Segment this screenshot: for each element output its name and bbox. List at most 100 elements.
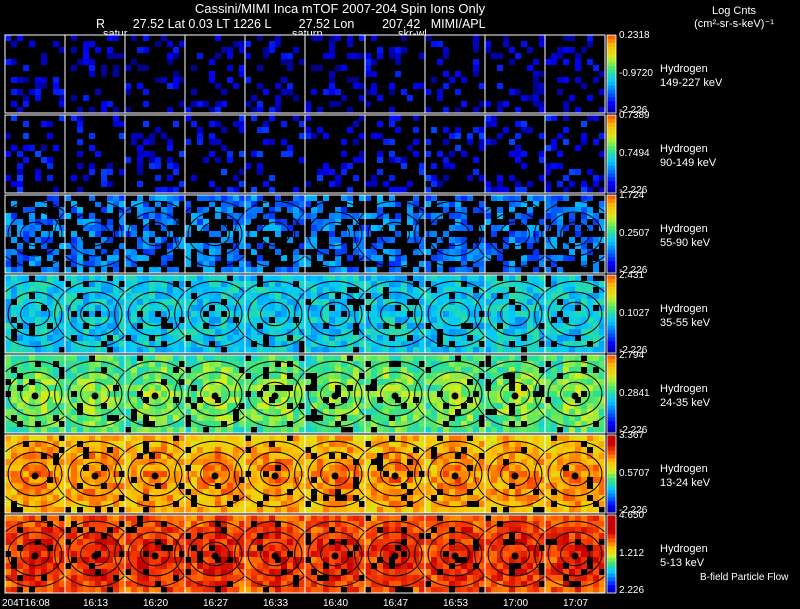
heatmap-cell <box>413 379 419 385</box>
heatmap-cell <box>41 281 47 287</box>
heatmap-cell <box>149 379 155 385</box>
heatmap-cell <box>179 501 185 507</box>
heatmap-cell <box>209 465 215 471</box>
heatmap-cell <box>47 317 53 323</box>
heatmap-cell <box>371 435 377 441</box>
heatmap-cell <box>473 293 479 299</box>
heatmap-cell <box>383 329 389 335</box>
heatmap-cell <box>353 447 359 453</box>
heatmap-cell <box>401 317 407 323</box>
heatmap-cell <box>59 89 65 95</box>
heatmap-cell <box>389 341 395 347</box>
heatmap-cell <box>431 163 437 169</box>
heatmap-cell <box>407 391 413 397</box>
heatmap-cell <box>443 207 449 213</box>
heatmap-cell <box>317 459 323 465</box>
heatmap-cell <box>413 453 419 459</box>
heatmap-cell <box>287 275 293 281</box>
heatmap-cell <box>431 299 437 305</box>
heatmap-cell <box>353 415 359 421</box>
heatmap-cell <box>29 355 35 361</box>
heatmap-cell <box>125 361 131 367</box>
heatmap-cell <box>521 237 527 243</box>
panel-border <box>4 194 606 274</box>
heatmap-cell <box>143 489 149 495</box>
heatmap-cell <box>11 287 17 293</box>
heatmap-cell <box>557 335 563 341</box>
heatmap-cell <box>413 249 419 255</box>
heatmap-cell <box>317 207 323 213</box>
heatmap-cell <box>233 195 239 201</box>
heatmap-cell <box>41 427 47 433</box>
heatmap-cell <box>539 151 545 157</box>
heatmap-cell <box>29 427 35 433</box>
heatmap-cell <box>257 225 263 231</box>
heatmap-cell <box>95 459 101 465</box>
heatmap-cell <box>113 465 119 471</box>
heatmap-cell <box>113 65 119 71</box>
heatmap-cell <box>401 89 407 95</box>
heatmap-cell <box>311 299 317 305</box>
heatmap-cell <box>17 225 23 231</box>
heatmap-cell <box>281 299 287 305</box>
heatmap-cell <box>35 453 41 459</box>
heatmap-cell <box>593 65 599 71</box>
heatmap-cell <box>245 323 251 329</box>
heatmap-cell <box>89 335 95 341</box>
heatmap-cell <box>383 391 389 397</box>
heatmap-cell <box>209 477 215 483</box>
heatmap-cell <box>563 409 569 415</box>
heatmap-cell <box>95 329 101 335</box>
heatmap-cell <box>443 287 449 293</box>
heatmap-cell <box>215 281 221 287</box>
heatmap-cell <box>587 385 593 391</box>
heatmap-cell <box>287 287 293 293</box>
heatmap-cell <box>143 329 149 335</box>
heatmap-cell <box>257 435 263 441</box>
heatmap-cell <box>215 421 221 427</box>
heatmap-cell <box>563 427 569 433</box>
heatmap-cell <box>377 305 383 311</box>
heatmap-cell <box>71 323 77 329</box>
heatmap-cell <box>23 237 29 243</box>
heatmap-cell <box>263 237 269 243</box>
heatmap-cell <box>221 447 227 453</box>
heatmap-cell <box>341 409 347 415</box>
heatmap-cell <box>305 275 311 281</box>
heatmap-cell <box>221 169 227 175</box>
heatmap-cell <box>101 347 107 353</box>
heatmap-cell <box>143 201 149 207</box>
heatmap-cell <box>527 243 533 249</box>
heatmap-cell <box>287 237 293 243</box>
heatmap-cell <box>401 157 407 163</box>
heatmap-cell <box>377 323 383 329</box>
colorbar-segment <box>607 417 616 422</box>
heatmap-cell <box>155 447 161 453</box>
heatmap-cell <box>251 187 257 193</box>
heatmap-cell <box>41 213 47 219</box>
heatmap-cell <box>335 471 341 477</box>
heatmap-cell <box>227 465 233 471</box>
heatmap-cell <box>521 121 527 127</box>
heatmap-cell <box>95 243 101 249</box>
heatmap-cell <box>479 293 485 299</box>
heatmap-cell <box>521 151 527 157</box>
heatmap-cell <box>539 459 545 465</box>
heatmap-cell <box>89 471 95 477</box>
heatmap-cell <box>467 459 473 465</box>
heatmap-cell <box>449 299 455 305</box>
heatmap-cell <box>347 347 353 353</box>
heatmap-cell <box>11 421 17 427</box>
heatmap-cell <box>191 447 197 453</box>
heatmap-cell <box>275 483 281 489</box>
heatmap-cell <box>77 187 83 193</box>
heatmap-cell <box>113 347 119 353</box>
heatmap-cell <box>11 275 17 281</box>
heatmap-cell <box>131 373 137 379</box>
heatmap-cell <box>593 139 599 145</box>
heatmap-cell <box>437 311 443 317</box>
heatmap-cell <box>221 373 227 379</box>
heatmap-cell <box>149 489 155 495</box>
heatmap-cell <box>467 287 473 293</box>
heatmap-cell <box>497 299 503 305</box>
